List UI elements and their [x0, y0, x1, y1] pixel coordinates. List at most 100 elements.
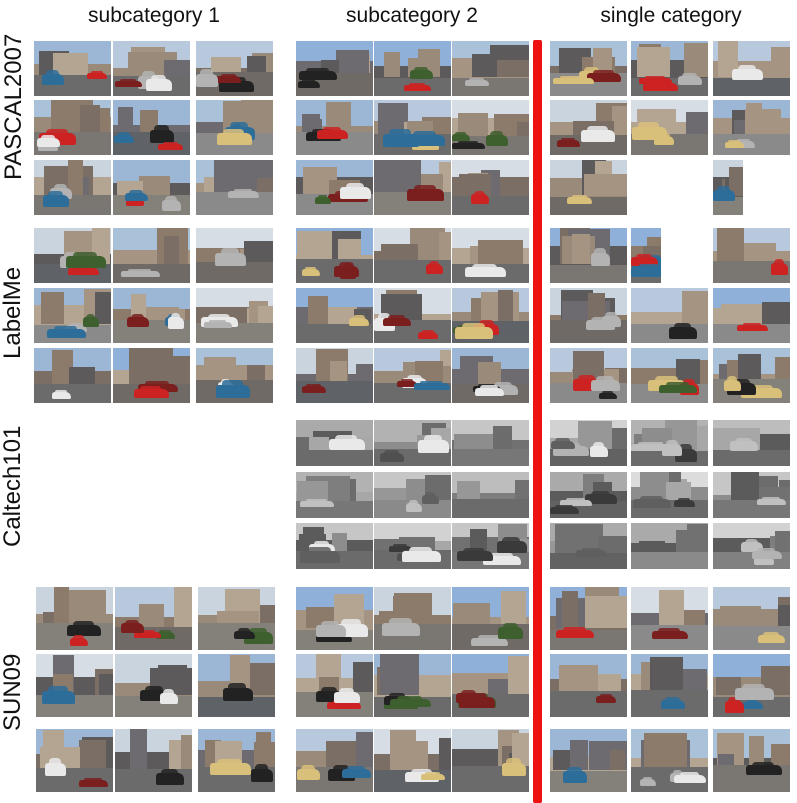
thumbnail-car — [383, 315, 411, 326]
thumbnail-car — [752, 548, 782, 559]
thumbnail-building — [493, 426, 512, 450]
thumbnail-car — [316, 620, 346, 637]
photo-thumbnail — [452, 288, 529, 343]
thumbnail-building — [718, 41, 738, 77]
thumbnail-car — [43, 190, 69, 207]
thumbnail-car — [730, 437, 758, 451]
photo-thumbnail — [113, 160, 190, 215]
thumbnail-car — [114, 132, 134, 143]
thumbnail-car — [586, 316, 615, 330]
thumbnail-road — [34, 383, 111, 403]
thumbnail-car — [421, 771, 445, 780]
thumbnail-car — [47, 325, 86, 338]
thumbnail-building — [381, 243, 418, 264]
photo-thumbnail — [374, 654, 451, 717]
thumbnail-sky — [113, 160, 190, 183]
thumbnail-car — [733, 138, 755, 148]
thumbnail-building — [247, 56, 266, 77]
thumbnail-car — [670, 554, 696, 563]
photo-thumbnail — [713, 420, 790, 466]
thumbnail-building — [140, 110, 158, 136]
thumbnail-road — [550, 552, 627, 569]
photo-thumbnail — [452, 160, 529, 215]
thumbnail-building — [380, 654, 419, 695]
photo-thumbnail — [631, 100, 708, 155]
photo-thumbnail — [296, 228, 373, 283]
thumbnail-car — [732, 65, 763, 80]
thumbnail-car — [389, 543, 412, 552]
thumbnail-building — [319, 307, 357, 324]
photo-thumbnail — [296, 348, 373, 403]
thumbnail-car — [150, 125, 174, 143]
thumbnail-building — [54, 587, 69, 628]
thumbnail-building — [440, 366, 451, 384]
thumbnail-car — [380, 449, 404, 462]
thumbnail-building — [584, 173, 627, 196]
thumbnail-road — [713, 78, 790, 96]
photo-thumbnail — [550, 472, 627, 518]
thumbnail-building — [501, 591, 526, 628]
row-label-labelme: LabelMe — [0, 266, 26, 359]
thumbnail-building — [454, 434, 493, 450]
thumbnail-car — [489, 381, 518, 395]
thumbnail-car — [410, 66, 433, 79]
thumbnail-building — [460, 490, 476, 502]
thumbnail-building — [297, 230, 337, 264]
photo-thumbnail — [374, 228, 451, 283]
photo-thumbnail — [631, 288, 708, 343]
thumbnail-car — [134, 385, 169, 398]
photo-thumbnail — [713, 348, 790, 403]
thumbnail-road — [713, 261, 790, 283]
photo-thumbnail — [550, 587, 627, 650]
thumbnail-car — [498, 622, 523, 639]
thumbnail-car — [210, 758, 251, 775]
photo-thumbnail — [36, 729, 113, 792]
photo-thumbnail — [631, 654, 708, 717]
thumbnail-car — [404, 82, 431, 91]
thumbnail-car — [758, 632, 785, 643]
photo-thumbnail — [631, 228, 661, 283]
photo-thumbnail — [631, 523, 708, 569]
thumbnail-car — [643, 80, 678, 91]
thumbnail-car — [457, 547, 493, 561]
thumbnail-car — [426, 260, 443, 274]
thumbnail-car — [196, 69, 218, 87]
photo-thumbnail — [713, 523, 790, 569]
thumbnail-building — [721, 303, 763, 324]
thumbnail-road — [452, 449, 529, 466]
thumbnail-car — [669, 322, 697, 339]
thumbnail-building — [384, 52, 400, 77]
thumbnail-car — [471, 635, 508, 646]
row-label-pascal2007: PASCAL2007 — [0, 33, 27, 180]
thumbnail-car — [297, 765, 320, 780]
photo-thumbnail — [374, 100, 451, 155]
thumbnail-car — [406, 499, 422, 512]
thumbnail-car — [585, 490, 617, 504]
thumbnail-building — [164, 59, 190, 77]
thumbnail-building — [666, 481, 691, 502]
photo-thumbnail — [713, 587, 790, 650]
thumbnail-road — [550, 771, 627, 792]
photo-thumbnail — [196, 288, 273, 343]
thumbnail-car — [37, 134, 60, 147]
photo-thumbnail — [115, 654, 192, 717]
photo-thumbnail — [631, 348, 708, 403]
thumbnail-building — [517, 122, 529, 136]
thumbnail-car — [599, 390, 617, 399]
photo-thumbnail — [550, 160, 627, 215]
row-label-caltech101: Caltech101 — [0, 425, 26, 547]
thumbnail-building — [258, 305, 273, 324]
photo-thumbnail — [550, 654, 627, 717]
thumbnail-car — [483, 495, 514, 501]
thumbnail-building — [639, 540, 665, 553]
thumbnail-car — [390, 696, 431, 707]
thumbnail-car — [45, 758, 66, 776]
photo-thumbnail — [296, 288, 373, 343]
photo-thumbnail — [113, 348, 190, 403]
photo-thumbnail — [36, 587, 113, 650]
thumbnail-building — [515, 480, 529, 502]
thumbnail-building — [69, 366, 95, 384]
thumbnail-car — [418, 435, 449, 453]
thumbnail-building — [356, 731, 373, 770]
photo-thumbnail — [296, 523, 373, 569]
